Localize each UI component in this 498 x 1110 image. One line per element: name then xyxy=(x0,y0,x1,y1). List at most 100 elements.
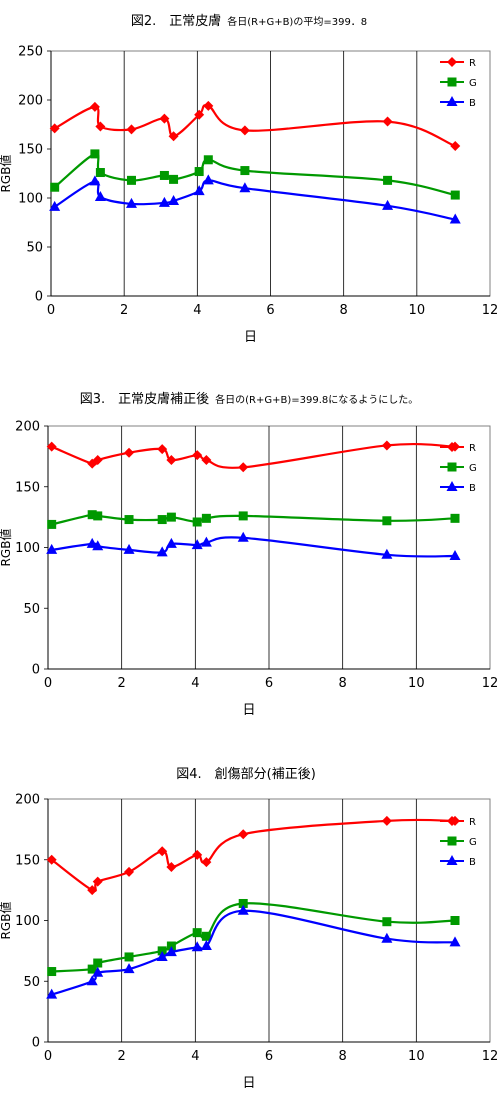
legend-entry-B: B xyxy=(440,855,476,868)
data-point-B xyxy=(86,975,98,986)
x-tick-label: 8 xyxy=(339,676,347,691)
legend-label: B xyxy=(469,857,476,868)
chart-title: 図3. 正常皮膚補正後 xyxy=(79,392,210,407)
legend-marker xyxy=(447,462,457,472)
data-point-R xyxy=(238,462,249,473)
y-tick-label: 100 xyxy=(15,914,40,929)
x-axis-label: 日 xyxy=(242,1076,255,1091)
legend-label: B xyxy=(469,98,476,109)
data-point-B xyxy=(449,213,461,224)
series-R xyxy=(49,100,461,152)
data-point-R xyxy=(92,876,103,887)
data-point-R xyxy=(49,123,60,134)
y-tick-label: 100 xyxy=(15,541,40,556)
x-tick-label: 2 xyxy=(118,1049,126,1064)
data-point-R xyxy=(382,116,393,127)
data-point-R xyxy=(124,447,135,458)
x-tick-label: 4 xyxy=(191,1049,199,1064)
data-point-B xyxy=(237,531,249,542)
data-point-G xyxy=(87,964,97,974)
x-tick-label: 6 xyxy=(266,303,274,318)
data-point-G xyxy=(450,513,460,523)
data-point-B xyxy=(381,932,393,943)
series-B xyxy=(46,531,461,561)
data-point-R xyxy=(192,450,203,461)
y-tick-label: 0 xyxy=(35,290,43,305)
data-point-G xyxy=(166,941,176,951)
series-line-B xyxy=(54,179,456,221)
y-tick-label: 200 xyxy=(15,420,40,435)
legend-marker xyxy=(447,836,457,846)
data-point-R xyxy=(201,857,212,868)
series-G xyxy=(50,149,460,200)
data-point-G xyxy=(157,946,167,956)
data-point-G xyxy=(166,512,176,522)
x-tick-label: 8 xyxy=(340,303,348,318)
legend-label: R xyxy=(469,443,476,454)
x-tick-label: 12 xyxy=(482,303,498,318)
data-point-B xyxy=(123,543,135,554)
chart-panel-fig3: 図3. 正常皮膚補正後 各日の(R+G+B)=399.8になるようにした。 0 2 4… xyxy=(0,392,498,719)
data-point-R xyxy=(157,444,168,455)
data-point-G xyxy=(450,916,460,925)
data-point-B xyxy=(165,537,177,548)
data-point-B xyxy=(46,543,58,554)
y-tick-label: 50 xyxy=(23,602,40,617)
series-G xyxy=(47,510,460,529)
x-tick-label: 6 xyxy=(265,676,273,691)
data-point-G xyxy=(93,511,103,521)
data-point-R xyxy=(192,849,203,860)
data-point-R xyxy=(168,131,179,142)
x-tick-label: 8 xyxy=(339,1049,347,1064)
series-B xyxy=(49,174,461,224)
legend-entry-G: G xyxy=(440,836,477,848)
data-point-R xyxy=(381,440,392,451)
x-axis-label: 日 xyxy=(244,330,257,345)
legend-entry-G: G xyxy=(440,462,477,474)
chart-panel-fig2: 図2. 正常皮膚 各日(R+G+B)の平均=399．8 0 2 4 6 8 10 12 0 50 1… xyxy=(0,0,498,360)
data-point-G xyxy=(192,928,202,938)
data-point-G xyxy=(238,511,248,521)
x-tick-label: 4 xyxy=(191,676,199,691)
data-point-G xyxy=(201,513,211,523)
legend-marker xyxy=(446,481,458,491)
data-point-G xyxy=(382,516,392,526)
data-point-B xyxy=(92,540,104,551)
x-tick-label: 10 xyxy=(408,676,425,691)
y-tick-label: 50 xyxy=(26,241,43,256)
data-point-R xyxy=(46,854,57,865)
x-tick-label: 0 xyxy=(47,303,55,318)
data-point-G xyxy=(201,931,211,941)
data-point-R xyxy=(87,885,98,896)
data-point-G xyxy=(382,917,392,927)
x-tick-label: 2 xyxy=(118,676,126,691)
data-point-B xyxy=(89,175,101,186)
data-point-B xyxy=(191,539,203,550)
legend-marker xyxy=(447,57,457,67)
data-point-R xyxy=(201,455,212,466)
data-point-R xyxy=(166,862,177,873)
data-point-R xyxy=(450,141,461,152)
data-point-B xyxy=(168,194,180,205)
legend-label: G xyxy=(469,837,477,848)
data-point-R xyxy=(124,866,135,877)
x-tick-label: 6 xyxy=(265,1049,273,1064)
legend-label: G xyxy=(469,78,477,89)
data-point-B xyxy=(49,200,61,211)
legend-marker xyxy=(447,77,457,87)
data-point-G xyxy=(126,175,136,185)
y-tick-label: 250 xyxy=(18,45,43,60)
legend-marker xyxy=(446,855,458,865)
x-tick-label: 0 xyxy=(44,676,52,691)
data-point-G xyxy=(47,519,57,529)
data-point-G xyxy=(194,167,204,177)
data-point-G xyxy=(159,170,169,180)
data-point-G xyxy=(95,168,105,178)
legend-label: G xyxy=(469,463,477,474)
data-point-R xyxy=(92,455,103,466)
y-tick-label: 0 xyxy=(32,663,40,678)
data-point-R xyxy=(381,815,392,826)
line-chart-fig3: 0 2 4 6 8 10 12 0 50 100 150 200 日 RGB値 RGB xyxy=(0,420,498,719)
